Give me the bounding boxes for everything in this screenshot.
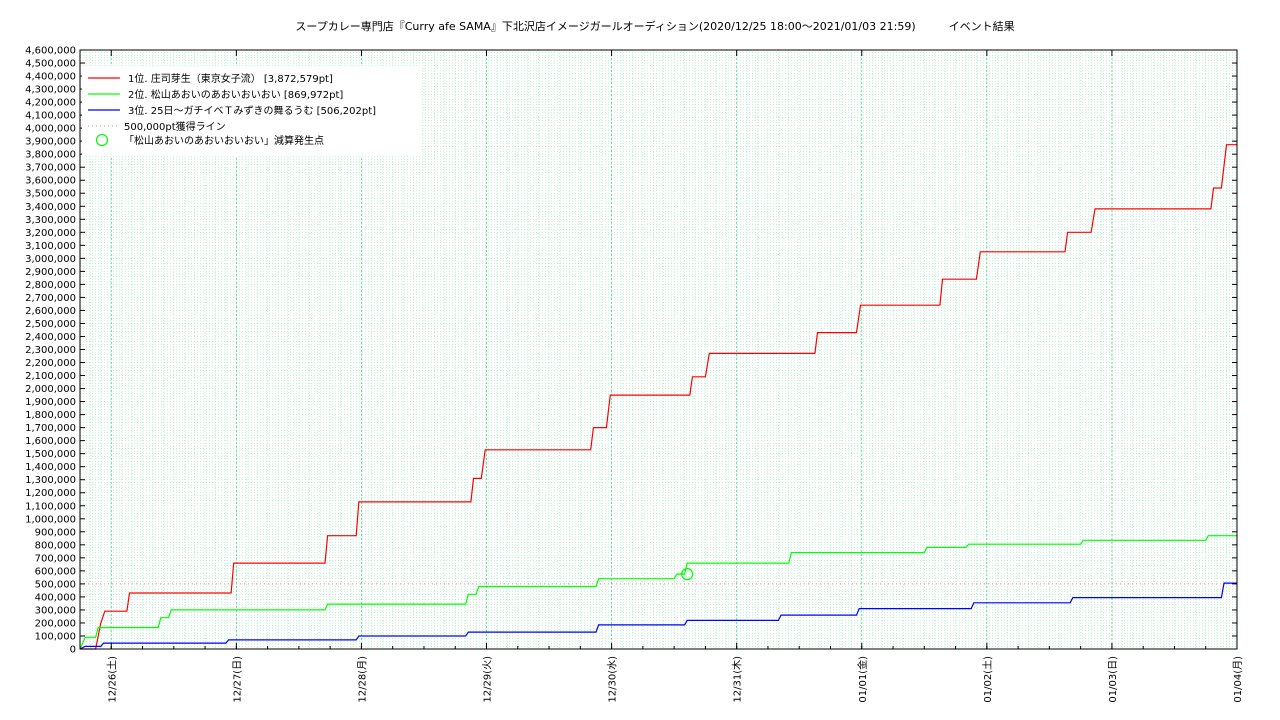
y-tick-label: 2,100,000 bbox=[25, 371, 76, 382]
legend-label-reference: 500,000pt獲得ライン bbox=[124, 120, 226, 133]
y-tick-label: 2,700,000 bbox=[25, 293, 76, 304]
y-tick-label: 2,300,000 bbox=[25, 345, 76, 356]
x-tick-label: 12/27(日) bbox=[232, 656, 243, 703]
axes: 0 100,000 200,000 300,000 400,000 500,000 600,… bbox=[25, 46, 1244, 703]
legend-label-1: 1位. 庄司芽生（東京女子流） [3,872,579pt] bbox=[128, 72, 333, 85]
y-tick-label: 4,200,000 bbox=[25, 98, 76, 109]
legend-label-marker: 「松山あおいのあおいおいおい」減算発生点 bbox=[124, 134, 324, 147]
legend-label-2: 2位. 松山あおいのあおいおいおい [869,972pt] bbox=[128, 88, 343, 101]
y-tick-label: 1,400,000 bbox=[25, 462, 76, 473]
x-tick-label: 12/30(水) bbox=[607, 656, 619, 703]
legend-box bbox=[82, 66, 422, 156]
y-tick-label: 1,700,000 bbox=[25, 423, 76, 434]
y-tick-label: 2,500,000 bbox=[25, 319, 76, 330]
y-tick-label: 400,000 bbox=[35, 592, 76, 603]
y-tick-label: 900,000 bbox=[35, 527, 76, 538]
y-tick-label: 3,800,000 bbox=[25, 150, 76, 161]
series-line-1 bbox=[80, 144, 1237, 650]
series-line-3 bbox=[79, 582, 1237, 650]
series-layer bbox=[79, 144, 1237, 650]
y-tick-label: 300,000 bbox=[35, 605, 76, 616]
y-tick-label: 1,000,000 bbox=[25, 514, 76, 525]
y-tick-label: 2,000,000 bbox=[25, 384, 76, 395]
legend-label-3: 3位. 25日〜ガチイベＴみずきの舞るうむ [506,202pt] bbox=[128, 104, 376, 117]
y-tick-label: 600,000 bbox=[35, 566, 76, 577]
chart-title: スープカレー専門店『Curry afe SAMA』下北沢店イメージガールオーディ… bbox=[295, 19, 1014, 33]
y-tick-label: 3,100,000 bbox=[25, 241, 76, 252]
y-tick-label: 700,000 bbox=[35, 553, 76, 564]
marker-point bbox=[681, 568, 694, 581]
y-tick-label: 4,100,000 bbox=[25, 111, 76, 122]
x-tick-label: 01/03(日) bbox=[1108, 656, 1119, 703]
legend-swatch-marker bbox=[95, 133, 109, 147]
x-tick-label: 12/29(火) bbox=[482, 656, 494, 703]
y-tick-label: 2,800,000 bbox=[25, 280, 76, 291]
y-tick-label: 2,400,000 bbox=[25, 332, 76, 343]
x-tick-label: 01/02(土) bbox=[981, 656, 994, 703]
y-tick-label: 800,000 bbox=[35, 540, 76, 551]
y-tick-label: 3,500,000 bbox=[25, 189, 76, 200]
y-tick-label: 1,300,000 bbox=[25, 475, 76, 486]
y-tick-label: 3,300,000 bbox=[25, 215, 76, 226]
y-tick-label: 4,600,000 bbox=[25, 46, 76, 57]
marker-layer bbox=[681, 568, 694, 581]
x-tick-label: 12/28(月) bbox=[356, 656, 368, 703]
y-tick-label: 500,000 bbox=[35, 579, 76, 590]
y-tick-label: 4,000,000 bbox=[25, 124, 76, 135]
y-tick-label: 3,900,000 bbox=[25, 137, 76, 148]
y-tick-label: 2,200,000 bbox=[25, 358, 76, 369]
y-tick-label: 3,000,000 bbox=[25, 254, 76, 265]
y-tick-label: 2,900,000 bbox=[25, 267, 76, 278]
series-line-2 bbox=[79, 535, 1237, 650]
y-tick-label: 2,600,000 bbox=[25, 306, 76, 317]
y-tick-label: 4,300,000 bbox=[25, 85, 76, 96]
y-tick-label: 3,400,000 bbox=[25, 202, 76, 213]
y-tick-label: 1,500,000 bbox=[25, 449, 76, 460]
y-tick-label: 1,600,000 bbox=[25, 436, 76, 447]
y-tick-label: 1,100,000 bbox=[25, 501, 76, 512]
y-tick-label: 3,200,000 bbox=[25, 228, 76, 239]
x-tick-label: 12/31(木) bbox=[732, 656, 744, 703]
y-tick-label: 1,900,000 bbox=[25, 397, 76, 408]
y-tick-label: 200,000 bbox=[35, 618, 76, 629]
x-tick-label: 12/26(土) bbox=[105, 656, 118, 703]
y-tick-label: 0 bbox=[70, 645, 76, 656]
y-tick-label: 1,200,000 bbox=[25, 488, 76, 499]
y-tick-label: 1,800,000 bbox=[25, 410, 76, 421]
y-tick-label: 100,000 bbox=[35, 631, 76, 642]
x-tick-label: 01/01(金) bbox=[856, 656, 869, 703]
x-tick-label: 01/04(月) bbox=[1232, 656, 1244, 703]
y-tick-label: 3,700,000 bbox=[25, 163, 76, 174]
y-tick-label: 4,400,000 bbox=[25, 72, 76, 83]
y-tick-label: 4,500,000 bbox=[25, 59, 76, 70]
y-tick-label: 3,600,000 bbox=[25, 176, 76, 187]
legend: 1位. 庄司芽生（東京女子流） [3,872,579pt] 2位. 松山あおいのあ… bbox=[82, 66, 422, 156]
